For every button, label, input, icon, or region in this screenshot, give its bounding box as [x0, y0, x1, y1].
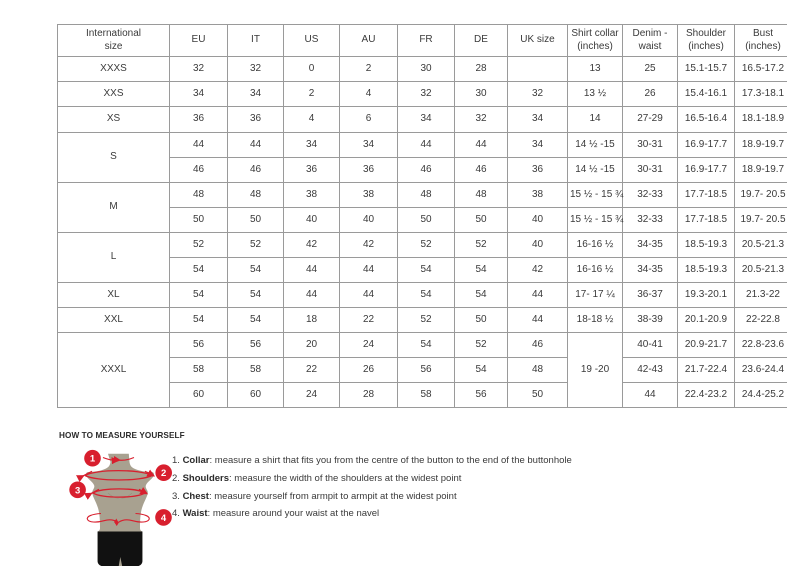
svg-text:1: 1 — [90, 454, 96, 465]
svg-text:3: 3 — [75, 485, 80, 496]
svg-text:4: 4 — [161, 513, 167, 524]
svg-text:2: 2 — [161, 468, 166, 479]
